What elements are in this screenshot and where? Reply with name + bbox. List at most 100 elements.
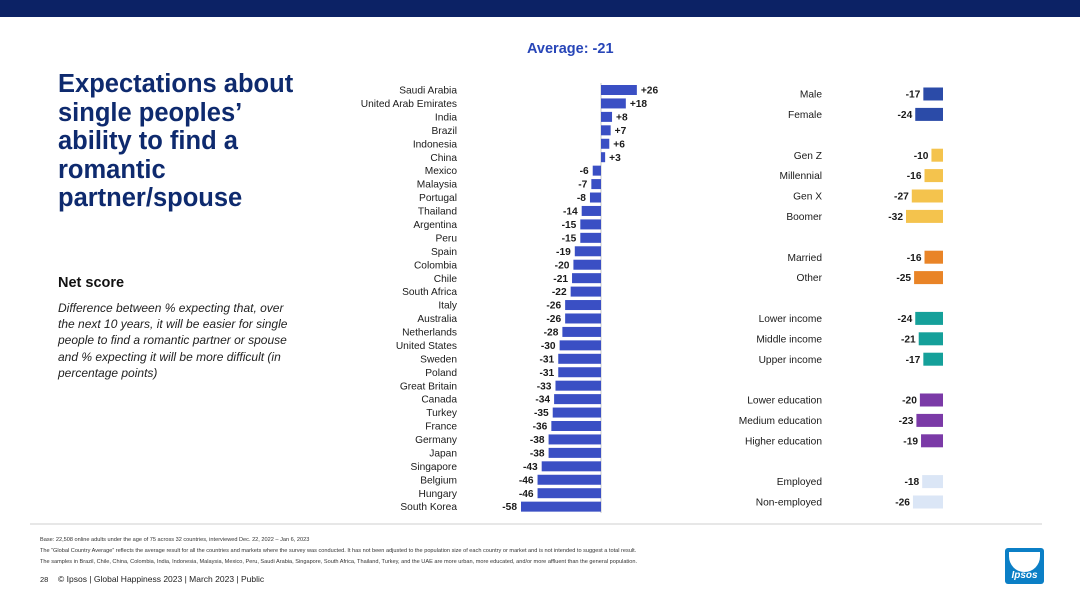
bar-spain	[574, 246, 601, 257]
bar-boomer	[906, 209, 943, 223]
value-label-male: -17	[906, 90, 921, 101]
bar-middle-income	[918, 332, 943, 346]
net-score-description: Difference between % expecting that, ove…	[58, 301, 288, 380]
value-label-peru: -15	[562, 233, 577, 244]
bar-employed	[922, 475, 943, 489]
net-score-heading: Net score	[58, 275, 125, 291]
value-label-higher-education: -19	[903, 436, 918, 447]
value-label-india: +8	[616, 112, 628, 123]
logo-text: Ipsos	[1011, 570, 1038, 581]
bar-belgium	[537, 474, 601, 485]
bar-male	[923, 87, 943, 101]
category-label-malaysia: Malaysia	[417, 180, 458, 191]
bar-turkey	[552, 407, 601, 418]
bar-portugal	[589, 192, 601, 203]
category-label-belgium: Belgium	[420, 475, 457, 486]
category-label-india: India	[435, 112, 457, 123]
value-label-japan: -38	[530, 448, 545, 459]
bar-non-employed	[912, 495, 943, 509]
value-label-italy: -26	[546, 301, 561, 312]
category-label-italy: Italy	[438, 301, 458, 312]
category-label-united-arab-emirates: United Arab Emirates	[361, 99, 457, 110]
bar-united-arab-emirates	[601, 98, 626, 109]
value-label-lower-education: -20	[902, 396, 917, 407]
bar-france	[551, 421, 601, 431]
bar-south-korea	[521, 501, 601, 512]
bar-indonesia	[601, 138, 610, 149]
category-label-saudi-arabia: Saudi Arabia	[399, 86, 457, 97]
category-label-mexico: Mexico	[425, 166, 458, 177]
bar-poland	[558, 367, 601, 378]
value-label-belgium: -46	[519, 475, 534, 486]
ipsos-logo: Ipsos	[1005, 548, 1044, 584]
category-label-great-britain: Great Britain	[400, 381, 457, 392]
category-label-canada: Canada	[421, 395, 457, 406]
category-label-male: Male	[800, 90, 822, 101]
category-label-netherlands: Netherlands	[402, 328, 457, 339]
bar-canada	[554, 394, 601, 405]
value-label-australia: -26	[546, 314, 561, 325]
bar-united-states	[559, 340, 601, 351]
slide-title: Expectations about single peoples’ abili…	[58, 70, 294, 213]
bar-italy	[565, 300, 601, 311]
value-label-saudi-arabia: +26	[641, 86, 659, 97]
category-label-hungary: Hungary	[418, 489, 457, 500]
bar-higher-education	[921, 434, 943, 448]
value-label-south-africa: -22	[552, 287, 567, 298]
bar-other	[914, 271, 943, 285]
category-label-france: France	[425, 422, 457, 433]
value-label-germany: -38	[530, 435, 545, 446]
category-label-singapore: Singapore	[411, 462, 458, 473]
value-label-hungary: -46	[519, 489, 534, 500]
bar-south-africa	[570, 286, 601, 297]
footer-text: © Ipsos | Global Happiness 2023 | March …	[58, 574, 265, 584]
bar-millennial	[924, 169, 943, 183]
bar-lower-education	[919, 393, 943, 407]
category-label-married: Married	[787, 253, 822, 264]
category-label-middle-income: Middle income	[756, 334, 822, 345]
category-label-female: Female	[788, 110, 822, 121]
category-label-poland: Poland	[425, 368, 457, 379]
bar-germany	[548, 434, 601, 445]
bar-india	[601, 111, 613, 122]
value-label-female: -24	[898, 110, 913, 121]
bar-medium-education	[916, 413, 943, 427]
value-label-china: +3	[609, 153, 621, 164]
value-label-colombia: -20	[555, 260, 570, 271]
value-label-gen-z: -10	[914, 151, 929, 162]
value-label-boomer: -32	[888, 212, 903, 223]
value-label-married: -16	[907, 253, 922, 264]
bar-china	[601, 152, 606, 163]
category-label-portugal: Portugal	[419, 193, 457, 204]
bar-singapore	[541, 461, 601, 472]
content-panel	[30, 30, 1042, 525]
value-label-gen-x: -27	[894, 192, 909, 203]
value-label-south-korea: -58	[502, 502, 517, 513]
top-banner	[0, 0, 1080, 17]
value-label-other: -25	[896, 273, 911, 284]
category-label-indonesia: Indonesia	[413, 139, 458, 150]
footnote-samples: The samples in Brazil, Chile, China, Col…	[40, 559, 638, 565]
value-label-millennial: -16	[907, 171, 922, 182]
value-label-indonesia: +6	[613, 139, 625, 150]
value-label-middle-income: -21	[901, 334, 916, 345]
bar-saudi-arabia	[601, 85, 637, 95]
category-label-employed: Employed	[777, 477, 823, 488]
bar-hungary	[537, 488, 601, 499]
value-label-united-arab-emirates: +18	[630, 99, 648, 110]
value-label-malaysia: -7	[578, 180, 587, 191]
value-label-upper-income: -17	[906, 355, 921, 366]
category-label-upper-income: Upper income	[759, 355, 823, 366]
bar-netherlands	[562, 326, 601, 337]
page-number: 28	[40, 575, 49, 584]
category-label-sweden: Sweden	[420, 354, 457, 365]
category-label-turkey: Turkey	[426, 408, 458, 419]
bar-sweden	[558, 353, 601, 364]
bar-great-britain	[555, 380, 601, 391]
value-label-turkey: -35	[534, 408, 549, 419]
category-label-higher-education: Higher education	[745, 436, 822, 447]
value-label-great-britain: -33	[537, 381, 552, 392]
bar-brazil	[601, 125, 611, 136]
bar-thailand	[581, 205, 601, 216]
